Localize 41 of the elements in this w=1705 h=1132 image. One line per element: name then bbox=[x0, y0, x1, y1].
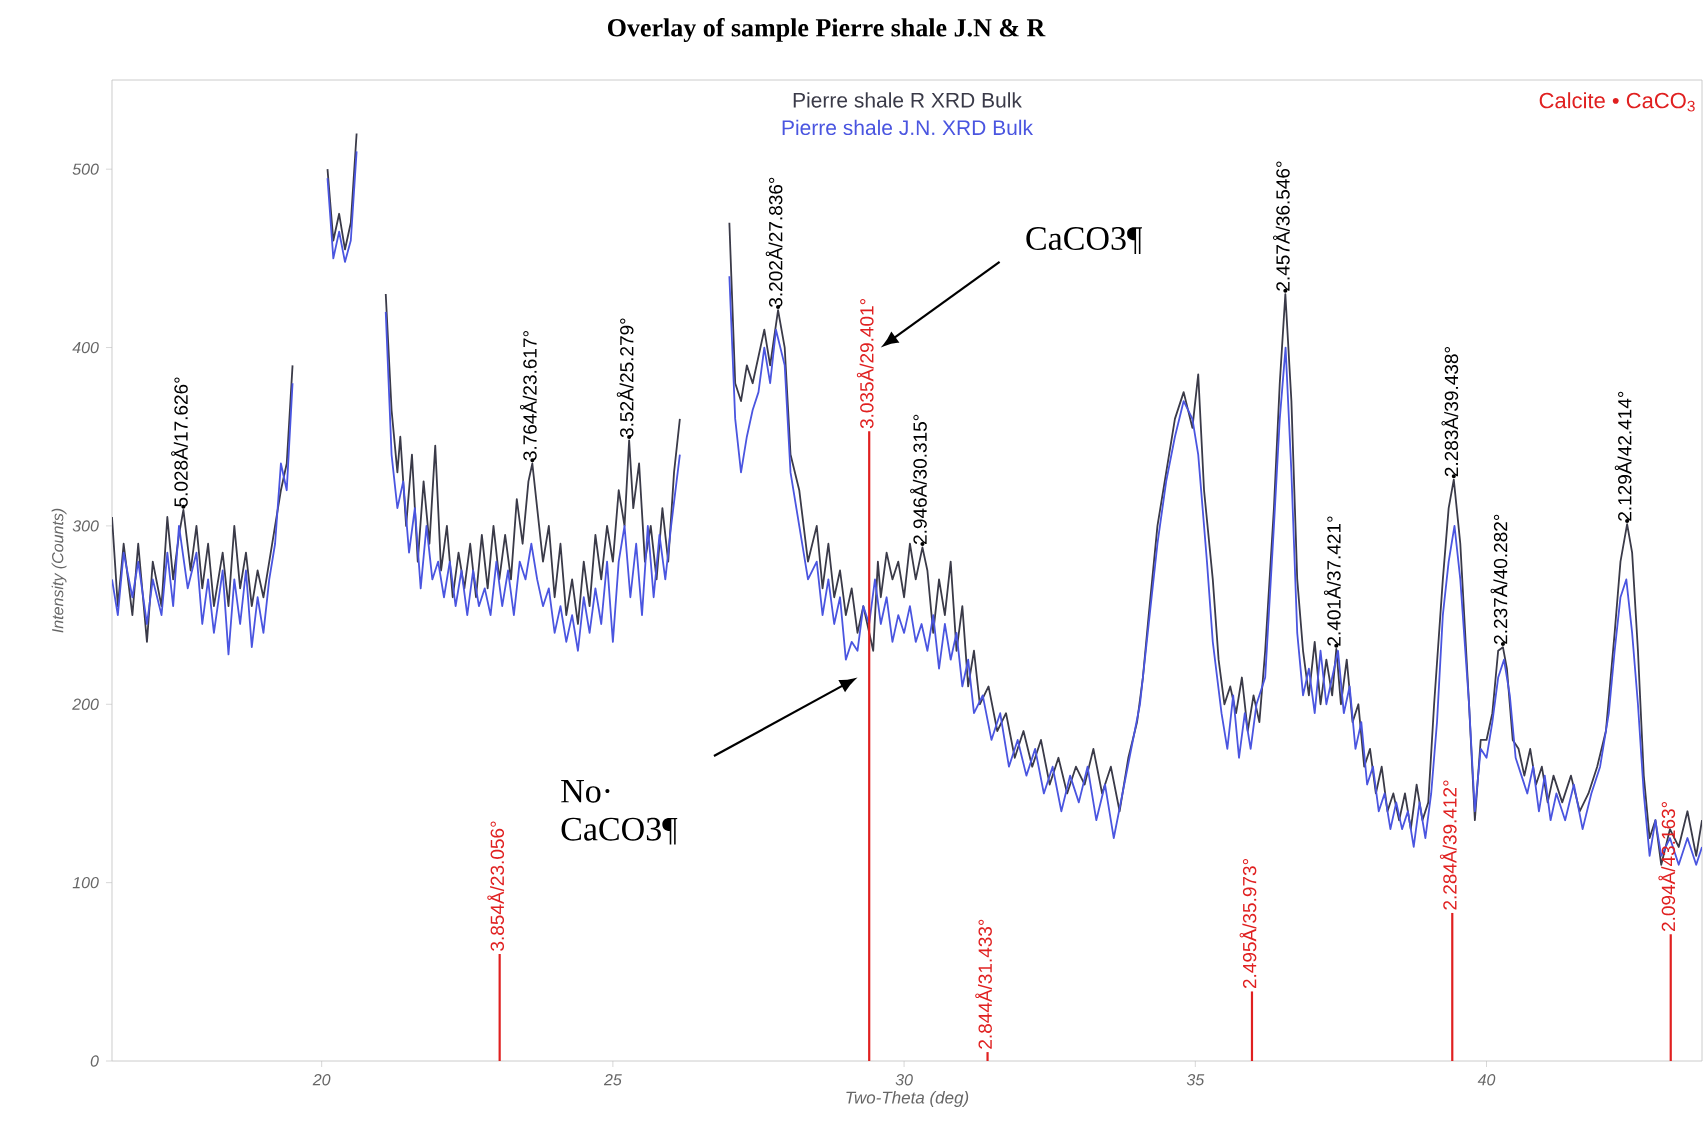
bar bbox=[498, 953, 501, 1061]
annotation: 2.283Å/39.438° bbox=[1441, 347, 1459, 477]
bar bbox=[1669, 934, 1672, 1061]
annotation: CaCO3¶ bbox=[1026, 227, 1142, 254]
annotation: 2.237Å/40.282° bbox=[1490, 514, 1508, 644]
bar bbox=[1451, 912, 1454, 1061]
y-tick-label: 100 bbox=[72, 876, 99, 889]
bar bbox=[868, 431, 871, 1061]
text: Pierre shale J.N. XRD Bulk bbox=[782, 119, 1034, 136]
annotation: 3.202Å/27.836° bbox=[765, 177, 783, 307]
x-tick-label: 40 bbox=[1477, 1074, 1496, 1086]
x-tick-label: 35 bbox=[1186, 1074, 1205, 1086]
annotation: 2.457Å/36.546° bbox=[1272, 161, 1290, 291]
annotation: 3.854Å/23.056° bbox=[487, 821, 505, 951]
annotation: 5.028Å/17.626° bbox=[171, 377, 188, 507]
y-tick-label: 300 bbox=[72, 520, 99, 532]
annotation: 3.52Å/25.279° bbox=[616, 318, 634, 438]
chart-title: Overlay of sample Pierre shale J.N & R bbox=[607, 18, 1046, 42]
y-tick-label: 200 bbox=[72, 698, 99, 710]
annotation: 3.764Å/23.617° bbox=[519, 331, 537, 461]
x-tick-label: 25 bbox=[603, 1074, 622, 1086]
y-tick-label: 0 bbox=[90, 1055, 99, 1067]
x-axis-title: Two-Theta (deg) bbox=[846, 1091, 969, 1107]
annotation: 2.129Å/42.414° bbox=[1614, 391, 1632, 521]
annotation: 2.844Å/31.433° bbox=[975, 919, 992, 1049]
annotation: 2.946Å/30.315° bbox=[910, 414, 927, 544]
text: Pierre shale R XRD Bulk bbox=[793, 92, 1022, 108]
annotation: No· CaCO3¶ bbox=[561, 780, 678, 845]
x-tick-label: 20 bbox=[312, 1074, 331, 1086]
y-axis-title: Intensity (Counts) bbox=[51, 508, 67, 633]
bar bbox=[986, 1052, 989, 1061]
annotation: 2.401Å/37.421° bbox=[1323, 516, 1341, 646]
annotation: 2.094Å/43.163° bbox=[1658, 801, 1676, 932]
text: Calcite • CaCO$_{3}$ bbox=[1539, 92, 1695, 112]
annotation: 3.035Å/29.401° bbox=[856, 298, 874, 429]
x-tick-label: 30 bbox=[895, 1074, 913, 1086]
bar bbox=[1250, 991, 1254, 1061]
y-tick-label: 400 bbox=[72, 341, 99, 354]
annotation: 2.284Å/39.412° bbox=[1439, 780, 1457, 910]
annotation: 2.495Å/35.973° bbox=[1239, 858, 1257, 989]
y-tick-label: 500 bbox=[72, 163, 99, 175]
